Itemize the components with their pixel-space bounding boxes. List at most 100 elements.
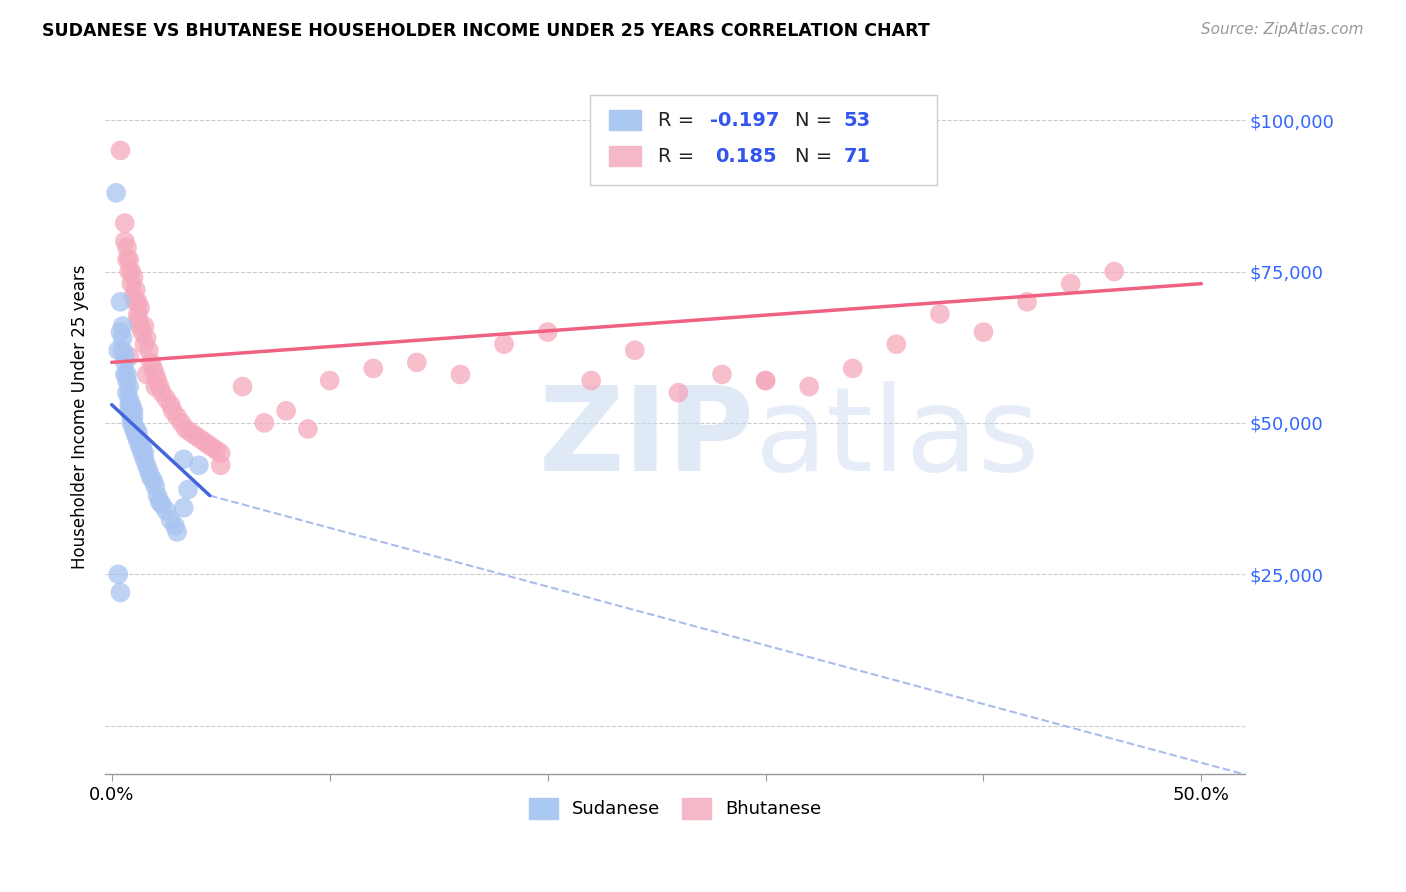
- Text: 0.185: 0.185: [716, 146, 776, 166]
- Point: [187, 431, 209, 445]
- Point: [120, 404, 142, 418]
- Point: [143, 379, 166, 393]
- Point: [105, 186, 128, 200]
- Point: [127, 434, 149, 448]
- Point: [297, 422, 319, 436]
- Point: [253, 416, 276, 430]
- Point: [231, 379, 253, 393]
- Point: [115, 385, 138, 400]
- Point: [125, 294, 148, 309]
- Point: [841, 361, 863, 376]
- Point: [134, 452, 156, 467]
- Point: [492, 337, 515, 351]
- Point: [209, 446, 232, 460]
- Point: [114, 355, 136, 369]
- Point: [174, 422, 197, 436]
- Point: [150, 385, 173, 400]
- Point: [536, 325, 558, 339]
- Text: 71: 71: [844, 146, 870, 166]
- Point: [173, 500, 195, 515]
- Point: [135, 331, 157, 345]
- Point: [110, 585, 132, 599]
- Point: [146, 489, 169, 503]
- Point: [120, 398, 142, 412]
- Point: [143, 368, 166, 382]
- Point: [111, 319, 134, 334]
- Point: [134, 319, 156, 334]
- Text: 53: 53: [844, 111, 870, 130]
- Point: [110, 294, 132, 309]
- Point: [201, 440, 224, 454]
- Point: [1104, 264, 1126, 278]
- Point: [134, 446, 156, 460]
- Point: [405, 355, 427, 369]
- Point: [149, 494, 172, 508]
- Point: [162, 404, 184, 418]
- Point: [120, 409, 142, 424]
- Point: [131, 446, 153, 460]
- Text: -0.197: -0.197: [710, 111, 780, 130]
- Point: [197, 437, 219, 451]
- Point: [710, 368, 733, 382]
- Point: [139, 470, 162, 484]
- Point: [115, 252, 138, 267]
- Point: [579, 374, 602, 388]
- Text: SUDANESE VS BHUTANESE HOUSEHOLDER INCOME UNDER 25 YEARS CORRELATION CHART: SUDANESE VS BHUTANESE HOUSEHOLDER INCOME…: [42, 22, 929, 40]
- FancyBboxPatch shape: [589, 95, 938, 185]
- Point: [115, 368, 138, 382]
- Y-axis label: Householder Income Under 25 years: Householder Income Under 25 years: [72, 265, 89, 569]
- Point: [122, 409, 145, 424]
- Point: [122, 422, 145, 436]
- Point: [155, 504, 177, 518]
- Point: [114, 368, 136, 382]
- Point: [120, 277, 142, 291]
- FancyBboxPatch shape: [609, 146, 641, 166]
- Point: [166, 409, 188, 424]
- Point: [135, 368, 157, 382]
- Point: [110, 325, 132, 339]
- Legend: Sudanese, Bhutanese: Sudanese, Bhutanese: [522, 790, 828, 826]
- Point: [107, 567, 129, 582]
- Point: [929, 307, 952, 321]
- Point: [122, 416, 145, 430]
- Point: [110, 144, 132, 158]
- Point: [135, 458, 157, 473]
- Point: [111, 331, 134, 345]
- Point: [125, 283, 148, 297]
- Point: [149, 379, 172, 393]
- Point: [666, 385, 689, 400]
- Point: [209, 458, 232, 473]
- Point: [107, 343, 129, 358]
- Point: [179, 425, 201, 439]
- Point: [138, 464, 160, 478]
- Text: atlas: atlas: [755, 381, 1040, 496]
- Point: [129, 301, 152, 315]
- Point: [122, 404, 145, 418]
- Point: [118, 349, 141, 363]
- Point: [1060, 277, 1083, 291]
- Point: [115, 374, 138, 388]
- Text: Source: ZipAtlas.com: Source: ZipAtlas.com: [1201, 22, 1364, 37]
- Point: [183, 428, 205, 442]
- Text: ZIP: ZIP: [538, 381, 755, 496]
- Point: [127, 307, 149, 321]
- Point: [187, 458, 209, 473]
- Point: [118, 398, 141, 412]
- Point: [129, 440, 152, 454]
- Point: [318, 374, 340, 388]
- Point: [134, 337, 156, 351]
- Point: [754, 374, 776, 388]
- Point: [159, 398, 181, 412]
- Point: [623, 343, 645, 358]
- Point: [159, 513, 181, 527]
- Point: [125, 428, 148, 442]
- Point: [142, 361, 165, 376]
- Point: [142, 474, 165, 488]
- Point: [143, 479, 166, 493]
- Text: N =: N =: [794, 146, 838, 166]
- Point: [122, 270, 145, 285]
- Point: [166, 524, 188, 539]
- Text: N =: N =: [794, 111, 838, 130]
- Point: [127, 425, 149, 439]
- Point: [114, 234, 136, 248]
